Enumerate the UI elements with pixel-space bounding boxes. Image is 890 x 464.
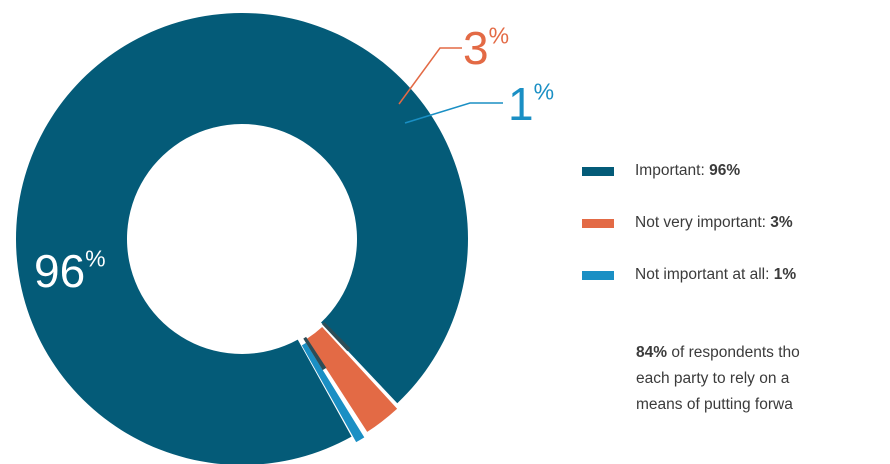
- legend-label-not-important-at-all: Not important at all: [635, 266, 766, 283]
- legend-value-important: 96%: [709, 162, 741, 179]
- legend-swatch-important: [582, 166, 614, 176]
- legend-swatch-not-important-at-all: [582, 270, 614, 280]
- donut-slice-important: [16, 13, 468, 464]
- legend-item-important: Important: 96%: [582, 158, 796, 184]
- donut-slice-not-very-important: [306, 326, 398, 432]
- chart-legend: Important: 96% Not very important: 3% No…: [582, 158, 796, 288]
- legend-label-important: Important: [635, 162, 701, 179]
- annotation-note: 84% of respondents tho each party to rel…: [636, 340, 890, 418]
- donut-slice-not-important-at-all: [301, 342, 365, 443]
- note-line-3: means of putting forwa: [636, 396, 793, 413]
- note-text: of respondents tho: [667, 344, 800, 361]
- leader-line-not-very-important: [398, 47, 462, 105]
- slice-separator: [303, 336, 327, 371]
- slice-label-percent-sign: %: [85, 245, 105, 271]
- note-line-2: each party to rely on a: [636, 370, 790, 387]
- slice-label-percent-sign: %: [489, 22, 509, 48]
- slice-label-not-very-important: 3%: [463, 22, 509, 74]
- legend-item-not-very-important: Not very important: 3%: [582, 210, 796, 236]
- legend-item-not-important-at-all: Not important at all: 1%: [582, 262, 796, 288]
- legend-value-not-very-important: 3%: [770, 214, 793, 231]
- legend-swatch-not-very-important: [582, 218, 614, 228]
- legend-value-not-important-at-all: 1%: [773, 266, 797, 283]
- slice-label-percent-sign: %: [534, 78, 554, 104]
- slice-separator: [322, 322, 351, 352]
- legend-label-not-very-important: Not very important: [635, 214, 762, 231]
- leader-line-not-important-at-all: [404, 102, 503, 124]
- note-highlight: 84%: [636, 344, 668, 361]
- slice-label-not-important-at-all: 1%: [508, 78, 554, 130]
